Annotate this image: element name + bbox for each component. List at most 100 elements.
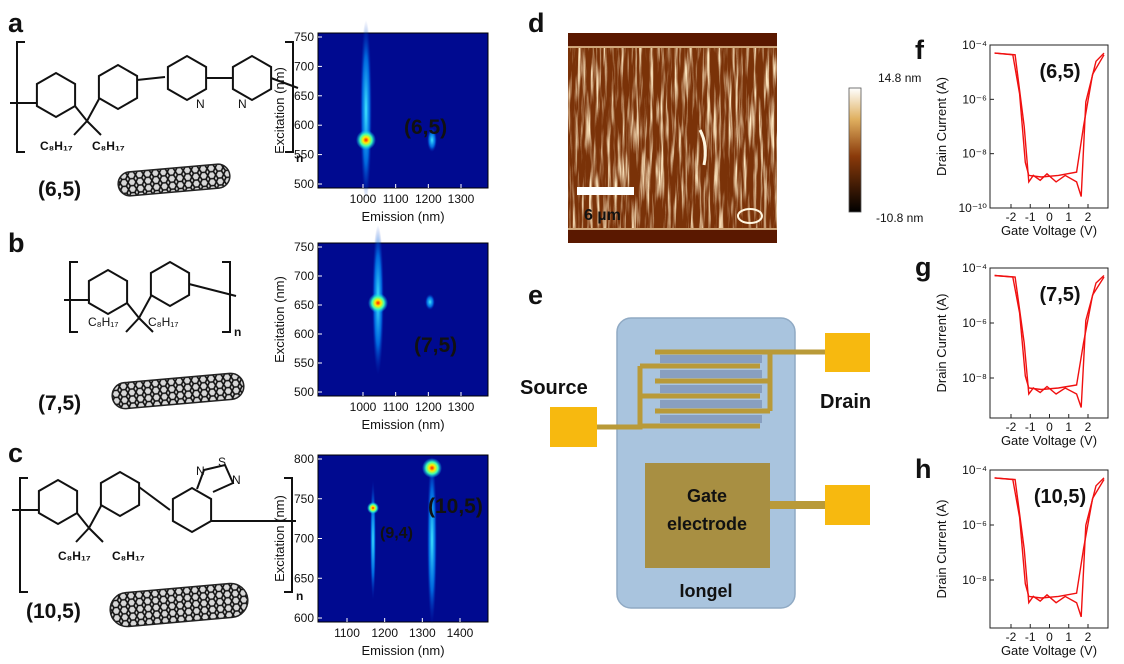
x-axis-title: Gate Voltage (V) bbox=[1001, 433, 1097, 448]
emission-streak bbox=[360, 20, 372, 200]
atom: N bbox=[232, 473, 241, 487]
scale-bar bbox=[577, 187, 634, 195]
y-tick-label: 550 bbox=[294, 356, 314, 370]
atom: N bbox=[196, 464, 205, 478]
nanotube bbox=[109, 582, 249, 628]
x-axis-title: Emission (nm) bbox=[361, 643, 444, 658]
bracket bbox=[70, 262, 78, 332]
substituent: C₈H₁₇ bbox=[40, 139, 73, 153]
y-tick-label: 600 bbox=[294, 611, 314, 625]
x-tick-label: -2 bbox=[1006, 630, 1017, 644]
y-tick-label: 550 bbox=[294, 148, 314, 162]
x-tick-label: 1200 bbox=[415, 400, 442, 414]
source-pad bbox=[550, 407, 597, 447]
y-tick-label: 10⁻⁸ bbox=[962, 371, 987, 385]
tube-label: (10,5) bbox=[26, 600, 81, 623]
bracket bbox=[17, 42, 25, 152]
electrode bbox=[568, 229, 777, 243]
x-tick-label: -2 bbox=[1006, 210, 1017, 224]
y-tick-label: 600 bbox=[294, 118, 314, 132]
bond bbox=[87, 121, 101, 135]
x-tick-label: 0 bbox=[1046, 210, 1053, 224]
y-tick-label: 600 bbox=[294, 327, 314, 341]
y-tick-label: 500 bbox=[294, 385, 314, 399]
page-body: {"figure": { "a": {"label": "a", "substi… bbox=[0, 0, 1124, 664]
drain-pad bbox=[825, 333, 870, 372]
ple-map bbox=[318, 33, 488, 188]
bond bbox=[74, 121, 87, 135]
gate-pad bbox=[825, 485, 870, 525]
panel-label: e bbox=[528, 280, 543, 310]
substituent: C₈H₁₇ bbox=[88, 315, 118, 329]
y-tick-label: 750 bbox=[294, 30, 314, 44]
y-tick-label: 500 bbox=[294, 177, 314, 191]
x-tick-label: 1100 bbox=[334, 626, 360, 640]
emission-peak bbox=[422, 458, 442, 478]
panel-label: a bbox=[8, 8, 24, 38]
repeat-unit: n bbox=[296, 589, 303, 603]
x-axis-title: Emission (nm) bbox=[361, 417, 444, 432]
bond bbox=[126, 318, 139, 332]
y-tick-label: 10⁻⁴ bbox=[962, 463, 987, 477]
y-tick-label: 10⁻⁸ bbox=[962, 573, 987, 587]
source-label: Source bbox=[520, 377, 588, 399]
y-tick-label: 10⁻⁴ bbox=[962, 261, 987, 275]
x-tick-label: 2 bbox=[1085, 630, 1092, 644]
y-axis-title: Excitation (nm) bbox=[272, 276, 287, 363]
peak-label: (9,4) bbox=[380, 525, 413, 542]
emission-streak bbox=[425, 294, 435, 310]
y-tick-label: 10⁻⁶ bbox=[962, 316, 987, 330]
y-tick-label: 10⁻⁸ bbox=[962, 147, 987, 161]
x-axis-title: Emission (nm) bbox=[361, 209, 444, 224]
bracket bbox=[222, 262, 230, 332]
y-tick-label: 10⁻⁶ bbox=[962, 518, 987, 532]
emission-peak bbox=[368, 293, 388, 313]
bracket bbox=[20, 478, 28, 592]
tube-label: (7,5) bbox=[1039, 284, 1080, 306]
tube-label: (6,5) bbox=[1039, 61, 1080, 83]
x-axis-title: Gate Voltage (V) bbox=[1001, 643, 1097, 658]
y-axis-title: Drain Current (A) bbox=[934, 294, 949, 393]
atom: S bbox=[218, 455, 226, 469]
y-axis-title: Excitation (nm) bbox=[272, 495, 287, 582]
x-tick-label: -1 bbox=[1025, 210, 1036, 224]
ring bbox=[39, 480, 77, 524]
ring bbox=[151, 262, 189, 306]
y-tick-label: 650 bbox=[294, 89, 314, 103]
panel-label: g bbox=[915, 252, 932, 282]
tube-label: (6,5) bbox=[38, 178, 81, 201]
y-tick-label: 650 bbox=[294, 571, 314, 585]
channel-film bbox=[660, 370, 762, 378]
ple-map bbox=[318, 243, 488, 396]
x-tick-label: 2 bbox=[1085, 420, 1092, 434]
ring bbox=[99, 65, 137, 109]
figure: aNNC₈H₁₇C₈H₁₇n(6,5)bC₈H₁₇C₈H₁₇n(7,5)cSNN… bbox=[0, 0, 1124, 664]
emission-peak bbox=[367, 502, 379, 514]
y-axis-title: Drain Current (A) bbox=[934, 77, 949, 176]
x-tick-label: 1200 bbox=[415, 192, 442, 206]
x-tick-label: 0 bbox=[1046, 630, 1053, 644]
x-tick-label: 1000 bbox=[350, 192, 377, 206]
tube-label: (10,5) bbox=[1034, 486, 1086, 508]
y-tick-label: 10⁻⁴ bbox=[962, 38, 987, 52]
nanotube bbox=[111, 372, 245, 409]
channel-film bbox=[660, 415, 762, 423]
atom: N bbox=[238, 97, 247, 111]
x-tick-label: 1400 bbox=[447, 626, 474, 640]
y-tick-label: 10⁻¹⁰ bbox=[959, 201, 988, 215]
peak-label: (6,5) bbox=[404, 116, 447, 139]
panel-label: f bbox=[915, 35, 925, 65]
x-tick-label: 1100 bbox=[383, 400, 409, 414]
afm-texture bbox=[568, 48, 777, 228]
y-tick-label: 750 bbox=[294, 492, 314, 506]
x-tick-label: 0 bbox=[1046, 420, 1053, 434]
emission-peak bbox=[356, 130, 376, 150]
substituent: C₈H₁₇ bbox=[92, 139, 125, 153]
substituent: C₈H₁₇ bbox=[148, 315, 178, 329]
substrate-label: Iongel bbox=[680, 581, 733, 601]
nanotube bbox=[117, 163, 231, 197]
bond bbox=[76, 528, 89, 542]
bond bbox=[139, 487, 170, 510]
x-tick-label: -1 bbox=[1025, 630, 1036, 644]
tube-label: (7,5) bbox=[38, 392, 81, 415]
